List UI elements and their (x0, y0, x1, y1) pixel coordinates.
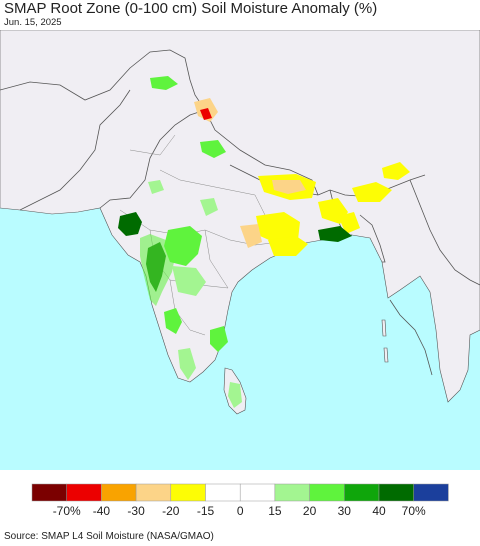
wet-patch-karnataka (164, 308, 182, 334)
colorbar-tick-label: 30 (338, 504, 352, 518)
country-borders (0, 49, 480, 376)
colorbar-tick-label: -70% (53, 504, 81, 518)
map-title: SMAP Root Zone (0-100 cm) Soil Moisture … (4, 0, 378, 17)
soil-moisture-map (0, 30, 480, 470)
dry-patch-bihar-core (272, 180, 306, 194)
colorbar-swatch (66, 483, 102, 502)
colorbar-swatch (135, 483, 172, 502)
colorbar-tick-label: 20 (303, 504, 317, 518)
colorbar-tick-label: -15 (197, 504, 215, 518)
colorbar-boxes (31, 483, 449, 502)
colorbar-tick-label: -30 (127, 504, 145, 518)
colorbar-swatch (378, 483, 414, 502)
colorbar-tick-label: 40 (372, 504, 386, 518)
dry-patch-assam (352, 182, 392, 202)
colorbar-swatch (239, 483, 276, 502)
dry-patch-uttarakhand-severe (200, 108, 212, 120)
wet-patch-kerala (178, 348, 196, 380)
colorbar-swatch (31, 483, 67, 502)
wet-patch-kashmir (150, 76, 178, 90)
colorbar-legend: -70% -40 -30 -20 -15 0 15 20 30 40 70% (31, 483, 449, 518)
map-date: Jun. 15, 2025 (4, 17, 62, 28)
colorbar-swatch (274, 483, 310, 502)
dry-patch-chhattisgarh (240, 224, 262, 248)
colorbar-swatch (344, 483, 380, 502)
colorbar-tick-label: -40 (93, 504, 111, 518)
wet-patch-sundarbans (318, 226, 352, 242)
wet-patch-central (200, 198, 218, 216)
dry-patch-odisha (268, 236, 308, 256)
colorbar-tick-label: 0 (237, 504, 244, 518)
andaman-islands (381, 319, 389, 363)
source-note: Source: SMAP L4 Soil Moisture (NASA/GMAO… (4, 531, 214, 542)
wet-patch-maharashtra (164, 226, 202, 266)
dry-patch-northeast (382, 162, 410, 180)
colorbar-swatch (309, 483, 345, 502)
land-area (0, 30, 480, 403)
dry-patch-bangladesh (338, 212, 360, 234)
colorbar-swatch (205, 483, 241, 502)
anomaly-patches (118, 76, 410, 408)
colorbar-tick-label: 15 (268, 504, 282, 518)
colorbar-swatch (170, 483, 206, 502)
wet-patch-uttarakhand (200, 140, 226, 158)
wet-patch-sri-lanka (228, 382, 242, 408)
colorbar-tick-label: 70% (402, 504, 426, 518)
wet-patch-andhra (210, 326, 228, 352)
wet-patch-rajasthan (148, 180, 164, 194)
colorbar-labels: -70% -40 -30 -20 -15 0 15 20 30 40 70% (53, 504, 426, 518)
colorbar-tick-label: -20 (162, 504, 180, 518)
dry-patch-jharkhand (256, 212, 300, 244)
wet-patch-gujarat (118, 212, 142, 236)
colorbar-swatch (101, 483, 137, 502)
wet-patch-deccan (172, 266, 206, 296)
colorbar-swatch (413, 483, 449, 502)
state-borders (119, 134, 281, 336)
